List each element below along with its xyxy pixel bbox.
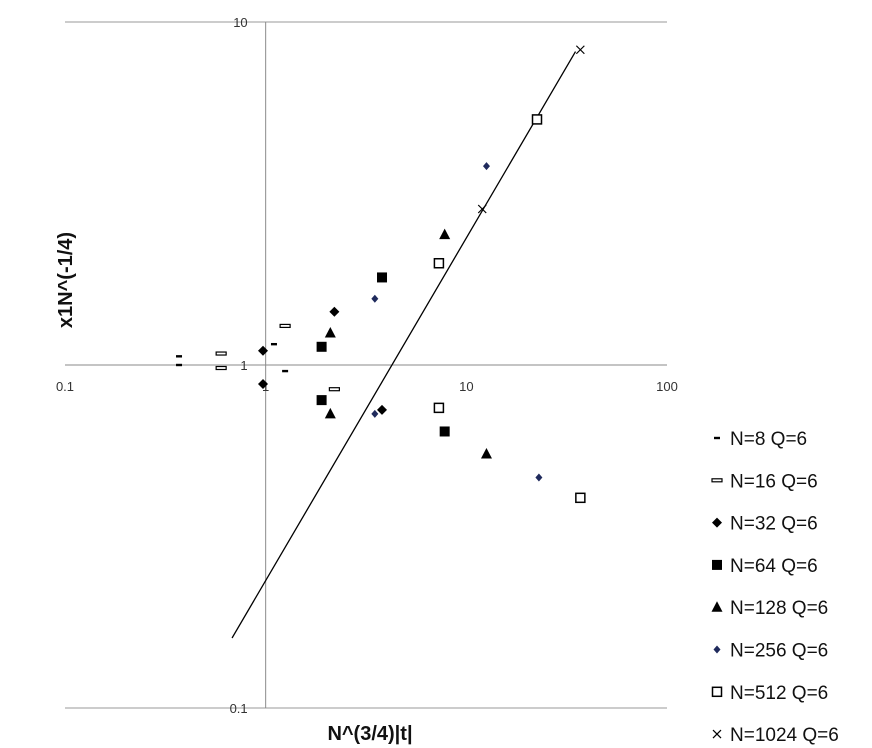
data-point-s3-p2 — [377, 272, 388, 283]
x-axis-title: N^(3/4)|t| — [327, 723, 412, 745]
legend-marker-1 — [711, 478, 723, 483]
legend-marker-2 — [712, 517, 722, 528]
legend-marker-0 — [714, 436, 720, 440]
y-tick-label: 1 — [240, 358, 247, 373]
data-point-s2-p3 — [377, 404, 388, 415]
legend-label-3: N=64 Q=6 — [730, 556, 818, 577]
data-point-s2-p1 — [258, 379, 269, 390]
data-point-s1-p0 — [215, 351, 227, 356]
data-point-s0-p0 — [176, 355, 183, 358]
data-point-s3-p1 — [316, 395, 327, 406]
data-point-s6-p1 — [433, 402, 445, 414]
data-point-s6-p2 — [531, 114, 543, 125]
data-point-s6-p3 — [575, 492, 586, 504]
data-point-s6-p0 — [433, 257, 445, 269]
x-tick-label: 10 — [459, 379, 473, 394]
data-point-s4-p3 — [480, 448, 492, 459]
data-points-layer — [176, 45, 586, 504]
legend-label-5: N=256 Q=6 — [730, 641, 828, 662]
data-point-s1-p3 — [328, 387, 340, 392]
data-point-s7-p0 — [477, 204, 487, 214]
y-tick-label: 10 — [233, 15, 247, 30]
data-point-s3-p0 — [316, 341, 327, 352]
data-point-s4-p2 — [439, 228, 451, 240]
data-point-s4-p1 — [324, 407, 336, 419]
x-tick-label: 0.1 — [56, 379, 74, 394]
legend-marker-4 — [711, 601, 723, 612]
legend-marker-7 — [712, 729, 722, 739]
data-point-s1-p1 — [215, 365, 227, 371]
data-point-s2-p2 — [329, 306, 340, 317]
fit-line — [231, 51, 577, 639]
legend-label-0: N=8 Q=6 — [730, 429, 807, 450]
legend-label-7: N=1024 Q=6 — [730, 725, 839, 746]
data-point-s0-p3 — [282, 369, 289, 373]
legend-label-2: N=32 Q=6 — [730, 514, 818, 535]
x-tick-label: 100 — [656, 379, 678, 394]
data-point-s5-p0 — [371, 294, 379, 303]
data-point-s0-p2 — [270, 342, 277, 346]
y-tick-label: 0.1 — [230, 701, 248, 716]
data-point-s4-p0 — [324, 326, 336, 338]
legend: N=8 Q=6 N=16 Q=6 N=32 Q=6 N=64 Q=6 N=128 Q=6… — [711, 429, 839, 746]
fit-line-layer — [231, 51, 577, 639]
legend-label-1: N=16 Q=6 — [730, 471, 818, 492]
data-point-s2-p0 — [258, 345, 269, 356]
data-point-s5-p2 — [482, 162, 490, 171]
data-point-s5-p3 — [535, 473, 543, 482]
data-point-s5-p1 — [371, 409, 379, 418]
data-point-s3-p3 — [439, 426, 450, 437]
data-point-s7-p1 — [575, 45, 585, 55]
x-tick-label: 1 — [262, 379, 269, 394]
legend-marker-6 — [711, 686, 723, 698]
data-point-s0-p1 — [176, 363, 183, 367]
y-axis-title: x1N^(-1/4) — [55, 232, 77, 328]
legend-marker-5 — [713, 645, 721, 654]
legend-marker-3 — [712, 559, 722, 570]
data-point-s1-p2 — [279, 323, 291, 329]
axes: 0.1 1 10 100 0.1 1 10 — [56, 15, 678, 716]
legend-label-6: N=512 Q=6 — [730, 683, 828, 704]
legend-label-4: N=128 Q=6 — [730, 598, 828, 619]
